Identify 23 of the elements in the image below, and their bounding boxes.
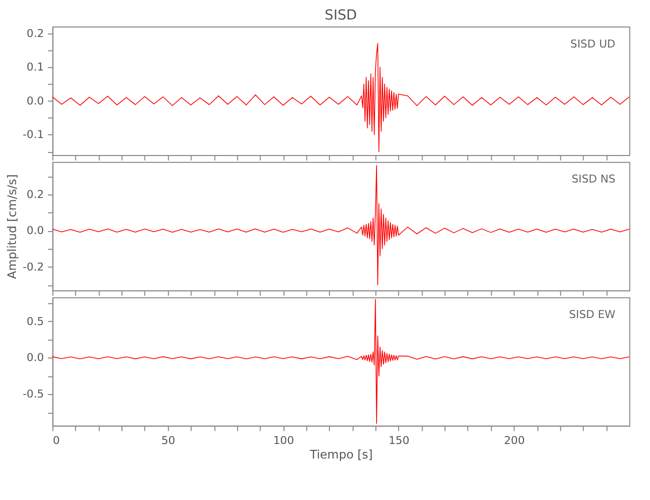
y-tick-label: 0.2 bbox=[26, 188, 44, 201]
line-series bbox=[52, 299, 630, 424]
x-axis-title: Tiempo [s] bbox=[308, 448, 373, 462]
y-tick-label: 0.1 bbox=[26, 60, 44, 74]
x-tick-label: 50 bbox=[161, 434, 176, 447]
y-tick-label: -0.5 bbox=[22, 388, 44, 401]
x-tick-label: 0 bbox=[52, 434, 60, 447]
x-tick-label: 150 bbox=[388, 434, 410, 447]
y-tick-label: 0.2 bbox=[26, 26, 44, 40]
y-axis-title: Amplitud [cm/s/s] bbox=[4, 174, 19, 279]
y-tick-label: -0.2 bbox=[22, 260, 44, 274]
y-tick-label: 0.0 bbox=[26, 94, 44, 108]
line-series bbox=[52, 165, 630, 286]
y-tick-label: 0.0 bbox=[26, 224, 44, 238]
chart-title: SISD bbox=[324, 8, 357, 24]
y-tick-label: 0.0 bbox=[26, 351, 44, 364]
annotation: SISD EW bbox=[569, 308, 616, 321]
annotation: SISD UD bbox=[570, 37, 616, 50]
y-tick-label: 0.5 bbox=[26, 314, 44, 328]
y-tick-label: -0.1 bbox=[22, 128, 44, 142]
x-tick-label: 200 bbox=[504, 434, 525, 447]
annotation: SISD NS bbox=[572, 172, 616, 186]
x-tick-label: 100 bbox=[273, 434, 294, 447]
